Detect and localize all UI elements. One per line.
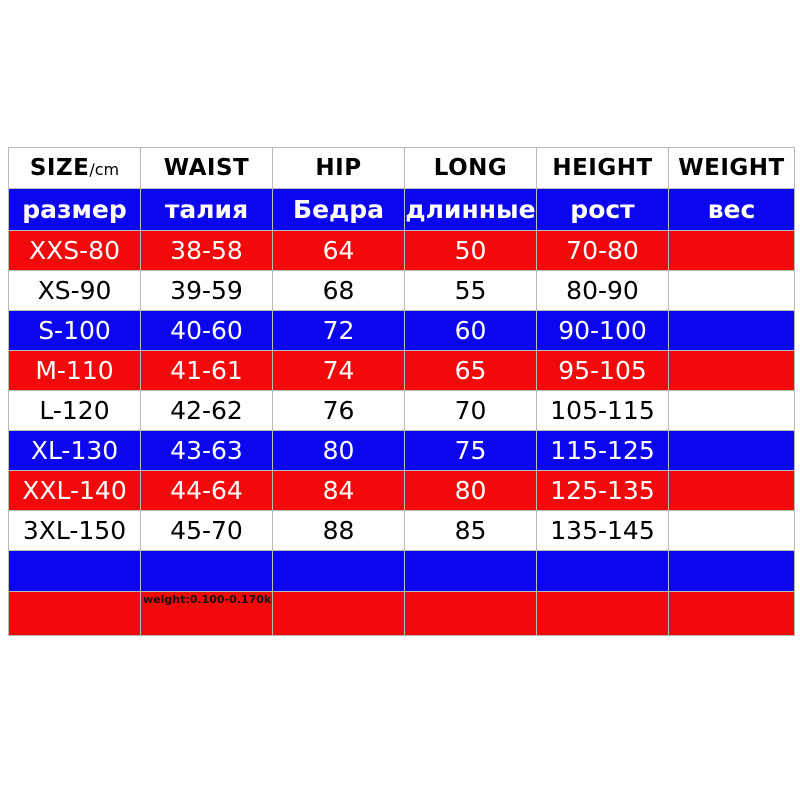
long-cell: 80 (404, 470, 537, 511)
weight-cell (668, 230, 795, 271)
waist-cell: 41-61 (140, 350, 273, 391)
long-cell: 50 (404, 230, 537, 271)
hip-cell: 74 (272, 350, 405, 391)
header-ru-size-cell: размер (8, 188, 141, 231)
waist-cell: 38-58 (140, 230, 273, 271)
waist-cell: 40-60 (140, 310, 273, 351)
spacer-cell (536, 550, 669, 592)
height-cell: 90-100 (536, 310, 669, 351)
size-chart-table: SIZE/cm WAIST HIP LONG HEIGHT WEIGHT раз… (8, 147, 795, 636)
size-row-xxl: XXL-140 44-64 84 80 125-135 (8, 470, 795, 511)
spacer-cell (404, 591, 537, 636)
weight-cell (668, 510, 795, 551)
weight-cell (668, 470, 795, 511)
waist-cell: 44-64 (140, 470, 273, 511)
hip-cell: 64 (272, 230, 405, 271)
height-cell: 70-80 (536, 230, 669, 271)
weight-cell (668, 430, 795, 471)
weight-cell (668, 310, 795, 351)
spacer-cell (272, 591, 405, 636)
hip-cell: 88 (272, 510, 405, 551)
size-cell: S-100 (8, 310, 141, 351)
height-cell: 135-145 (536, 510, 669, 551)
long-cell: 55 (404, 270, 537, 311)
spacer-cell (272, 550, 405, 592)
long-cell: 70 (404, 390, 537, 431)
hip-cell: 72 (272, 310, 405, 351)
header-ru-hip-cell: Бедра (272, 188, 405, 231)
size-label: SIZE (29, 155, 90, 181)
header-ru-height-cell: рост (536, 188, 669, 231)
hip-cell: 68 (272, 270, 405, 311)
header-ru-long-cell: длинные (404, 188, 537, 231)
spacer-cell (8, 591, 141, 636)
weight-cell (668, 350, 795, 391)
spacer-row-blue (8, 550, 795, 592)
header-long-cell: LONG (404, 147, 537, 189)
height-cell: 105-115 (536, 390, 669, 431)
height-cell: 115-125 (536, 430, 669, 471)
height-cell: 125-135 (536, 470, 669, 511)
long-cell: 75 (404, 430, 537, 471)
spacer-row-red: weight:0.100-0.170kg (8, 591, 795, 636)
weight-cell (668, 390, 795, 431)
size-unit-label: /cm (89, 160, 120, 179)
spacer-cell (536, 591, 669, 636)
size-cell: XXS-80 (8, 230, 141, 271)
waist-cell: 45-70 (140, 510, 273, 551)
long-cell: 60 (404, 310, 537, 351)
size-row-l: L-120 42-62 76 70 105-115 (8, 390, 795, 431)
height-cell: 95-105 (536, 350, 669, 391)
size-cell: XXL-140 (8, 470, 141, 511)
hip-cell: 80 (272, 430, 405, 471)
waist-cell: 42-62 (140, 390, 273, 431)
header-waist-cell: WAIST (140, 147, 273, 189)
waist-cell: 39-59 (140, 270, 273, 311)
header-ru-weight-cell: вес (668, 188, 795, 231)
size-cell: M-110 (8, 350, 141, 391)
size-row-3xl: 3XL-150 45-70 88 85 135-145 (8, 510, 795, 551)
spacer-cell (668, 591, 795, 636)
height-cell: 80-90 (536, 270, 669, 311)
size-row-xxs: XXS-80 38-58 64 50 70-80 (8, 230, 795, 271)
hip-cell: 76 (272, 390, 405, 431)
long-cell: 85 (404, 510, 537, 551)
size-cell: XL-130 (8, 430, 141, 471)
weight-note: weight:0.100-0.170kg (140, 591, 273, 636)
header-row-ru: размер талия Бедра длинные рост вес (8, 188, 795, 231)
size-cell: XS-90 (8, 270, 141, 311)
spacer-cell (8, 550, 141, 592)
weight-cell (668, 270, 795, 311)
spacer-cell (668, 550, 795, 592)
size-cell: L-120 (8, 390, 141, 431)
size-row-xl: XL-130 43-63 80 75 115-125 (8, 430, 795, 471)
long-cell: 65 (404, 350, 537, 391)
size-row-m: M-110 41-61 74 65 95-105 (8, 350, 795, 391)
header-weight-cell: WEIGHT (668, 147, 795, 189)
spacer-cell (404, 550, 537, 592)
header-ru-waist-cell: талия (140, 188, 273, 231)
hip-cell: 84 (272, 470, 405, 511)
waist-cell: 43-63 (140, 430, 273, 471)
spacer-cell (140, 550, 273, 592)
size-row-s: S-100 40-60 72 60 90-100 (8, 310, 795, 351)
header-height-cell: HEIGHT (536, 147, 669, 189)
header-row-en: SIZE/cm WAIST HIP LONG HEIGHT WEIGHT (8, 147, 795, 189)
header-hip-cell: HIP (272, 147, 405, 189)
size-row-xs: XS-90 39-59 68 55 80-90 (8, 270, 795, 311)
size-cell: 3XL-150 (8, 510, 141, 551)
header-size-cell: SIZE/cm (8, 147, 141, 189)
